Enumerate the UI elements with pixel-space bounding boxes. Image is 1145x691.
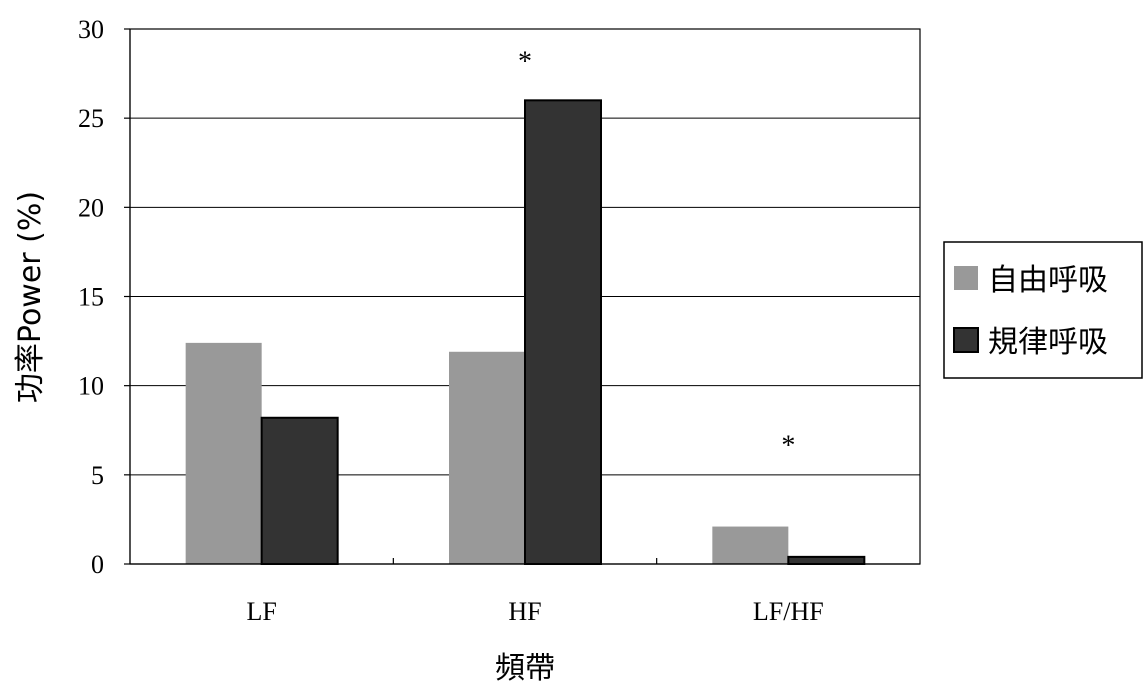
bar-hf-series-2 [524, 99, 602, 565]
legend-swatch-series-2 [953, 327, 979, 353]
bar-lf-hf-series-2 [787, 555, 866, 565]
x-tick-label: LF [246, 597, 276, 626]
legend-label-series-2: 規律呼吸 [988, 325, 1108, 360]
significance-asterisk: * [518, 46, 532, 77]
bar-lf-series-1 [185, 342, 262, 564]
x-axis-title: 頻帶 [495, 651, 555, 686]
x-tick-label: HF [508, 597, 541, 626]
x-tick-labels: LF HF LF/HF [246, 597, 823, 626]
bars [185, 99, 866, 565]
legend-label-series-1: 自由呼吸 [988, 263, 1108, 298]
y-tick-label: 5 [91, 461, 104, 490]
y-tick-label: 20 [78, 193, 104, 222]
y-tick-labels: 0 5 10 15 20 25 30 [78, 15, 104, 579]
significance-asterisk: * [781, 431, 795, 462]
y-tick-label: 0 [91, 550, 104, 579]
y-tick-label: 25 [78, 104, 104, 133]
bar-lf-series-2 [260, 416, 339, 565]
axes [124, 28, 921, 565]
significance-annotations: ** [518, 46, 795, 461]
y-axis-title: 功率Power (%) [13, 191, 48, 403]
y-tick-label: 10 [78, 372, 104, 401]
bar-hf-series-1 [449, 351, 525, 564]
legend-swatch-series-1 [954, 266, 978, 290]
bar-lf-hf-series-1 [712, 526, 789, 564]
y-tick-label: 15 [78, 283, 104, 312]
y-tick-label: 30 [78, 15, 104, 44]
x-tick-label: LF/HF [753, 597, 824, 626]
